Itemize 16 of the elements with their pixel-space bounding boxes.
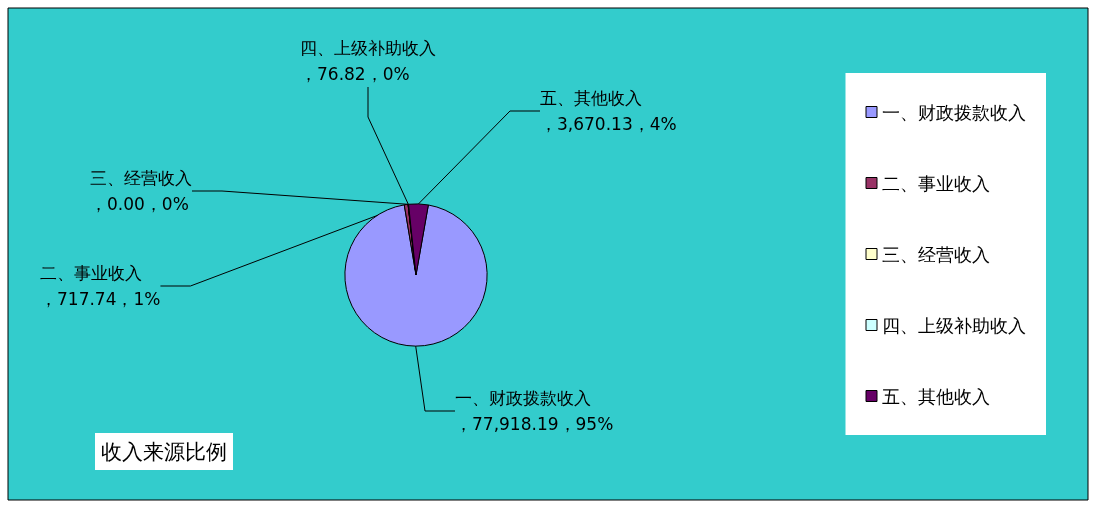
data-label: ，77,918.19，95% — [455, 414, 614, 434]
slice-label: 五、其他收入 — [540, 88, 642, 108]
legend-label: 三、经营收入 — [882, 243, 990, 265]
legend-label: 四、上级补助收入 — [882, 314, 1026, 336]
text: 收入来源比例 — [101, 439, 227, 464]
legend-label: 五、其他收入 — [882, 385, 990, 407]
category-label: 三、经营收入 — [90, 168, 192, 188]
slice-label: 二、事业收入 — [40, 263, 142, 283]
data-label: ，3,670.13，4% — [540, 114, 677, 134]
data-label: ，76.82，0% — [300, 64, 410, 84]
text: ，0.00，0% — [90, 194, 189, 214]
legend-label: 二、事业收入 — [882, 172, 990, 194]
data-label: ，717.74，1% — [40, 289, 161, 309]
slice-label: 一、财政拨款收入 — [455, 388, 591, 408]
slice-label: 四、上级补助收入 — [300, 38, 436, 58]
legend-label: 一、财政拨款收入 — [882, 101, 1026, 123]
